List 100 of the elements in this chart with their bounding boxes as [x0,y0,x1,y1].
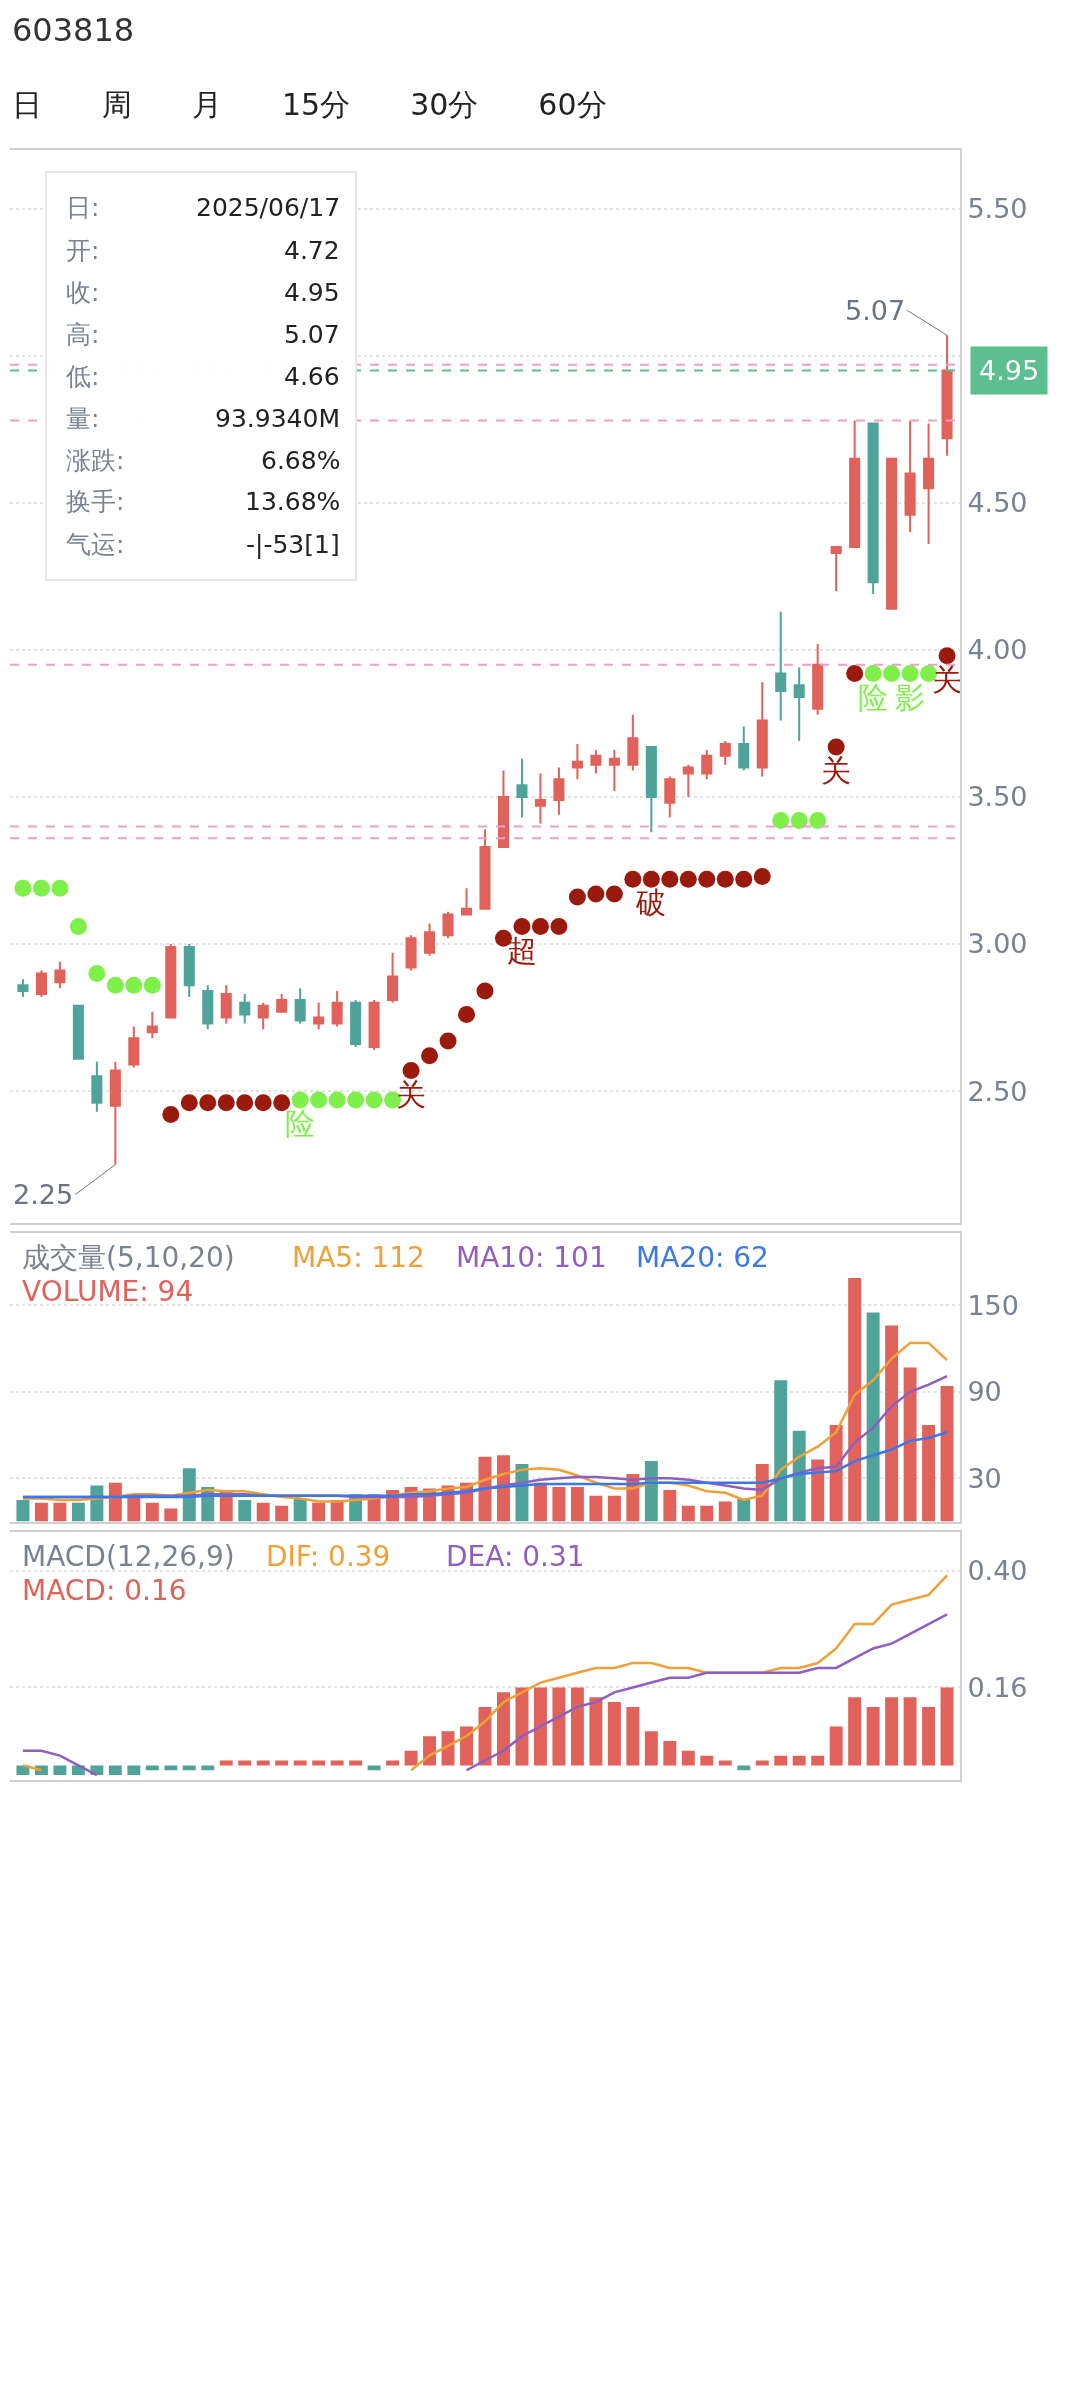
point [328,1091,346,1109]
point [753,867,771,885]
candlestick [756,681,768,778]
point [883,664,901,682]
annotation: 5.07 [284,320,340,349]
bar [441,1731,455,1766]
bar [885,1697,899,1766]
point [938,647,956,665]
candlestick [387,951,399,1004]
candlestick [849,419,861,549]
candlestick [146,1010,158,1040]
annotation: 换手: [66,487,125,516]
annotation: 5.07 [845,295,906,326]
candlestick [516,757,528,819]
candlestick [109,1060,121,1166]
bar [589,1495,603,1522]
candlestick [35,969,47,998]
point [458,1006,476,1024]
y-tick-label: 150 [967,1289,1019,1321]
y-tick-label: 4.00 [967,634,1028,666]
y-tick-label: 0.16 [967,1671,1028,1703]
bar [903,1697,917,1766]
bar [164,1508,178,1522]
bar [71,1502,85,1522]
bar [145,1502,159,1522]
point [864,664,882,682]
bar [497,1692,510,1766]
bar [811,1755,825,1766]
candlestick [424,922,436,957]
candlestick [239,993,251,1025]
candlestick [867,422,879,596]
bar [570,1687,584,1766]
candlestick [368,998,380,1051]
bar [792,1755,806,1766]
text: VOLUME: 94 [22,1275,194,1308]
candlestick [128,1025,140,1069]
chart-title: 603818 [12,11,135,49]
point [476,982,494,1000]
point [217,1094,235,1112]
annotation: 收: [66,278,100,307]
bar [589,1697,603,1766]
y-tick-label: 3.50 [967,781,1028,813]
bar [866,1706,880,1766]
point [809,812,827,830]
bar [848,1278,862,1522]
bar [312,1502,326,1522]
bar [866,1312,880,1522]
point [51,879,69,897]
bar [238,1499,252,1522]
point [402,1061,420,1079]
annotation: 高: [66,320,100,349]
annotation: 6.68% [261,446,341,475]
point [291,1091,309,1109]
point [199,1094,217,1112]
point [365,1091,383,1109]
point [236,1094,254,1112]
point [772,812,790,830]
candlestick [534,772,546,825]
bar [922,1706,936,1766]
bar [700,1505,714,1522]
candlestick [165,943,177,1019]
bar [16,1499,30,1522]
point [347,1091,365,1109]
bar [404,1750,418,1766]
point [790,812,808,830]
bar [774,1380,788,1522]
point [827,738,845,756]
candlestick [627,713,639,772]
annotation: 93.9340M [215,404,340,433]
candlestick [442,910,454,940]
candlestick [276,993,288,1013]
bar [848,1697,862,1766]
candlestick [701,748,713,781]
point [735,870,753,888]
point [901,664,919,682]
bar [607,1495,621,1522]
candlestick [497,769,510,848]
candlestick [719,740,731,766]
candlestick [923,422,935,546]
point [642,870,660,888]
annotation: 低: [66,362,100,391]
point [846,664,864,682]
candlestick [405,934,417,972]
candlestick [812,643,824,716]
candlestick [331,990,343,1028]
point [568,888,586,906]
bar [607,1702,621,1766]
point [587,885,605,903]
point [125,976,143,994]
y-tick-label: 5.50 [967,193,1028,225]
candlestick [645,745,657,834]
candlestick [202,984,214,1031]
candlestick [571,743,583,781]
bar [700,1755,714,1766]
bar [903,1367,917,1522]
annotation: 2.25 [13,1179,74,1210]
candlestick [830,546,842,593]
y-tick-label: 4.50 [967,487,1028,519]
candlestick [72,1004,84,1060]
annotation: MACD(12,26,9) [22,1540,235,1573]
